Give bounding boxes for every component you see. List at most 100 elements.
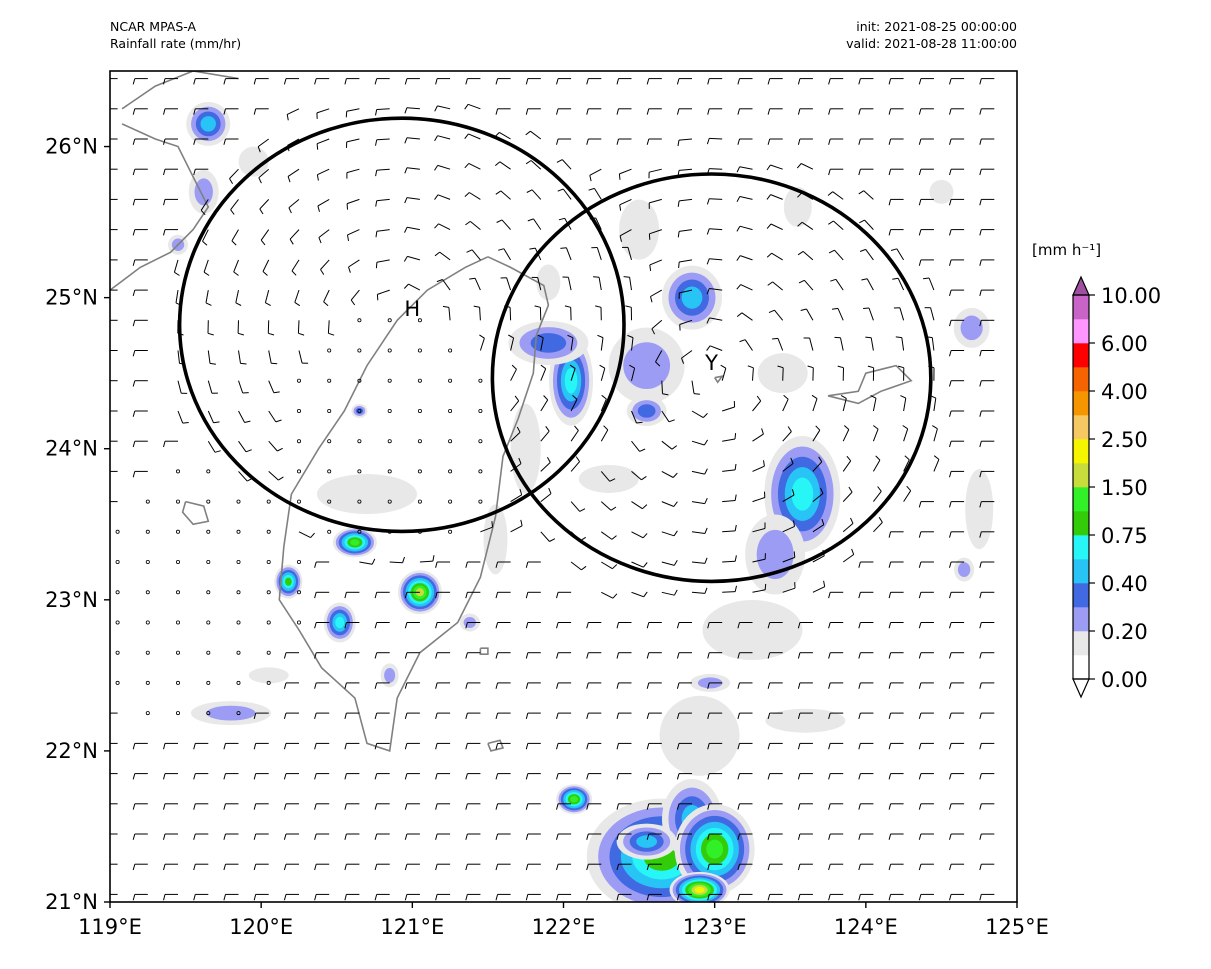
rain-contour	[706, 839, 724, 859]
wind-barb-flag	[556, 78, 559, 85]
wind-barb-flag	[253, 894, 257, 901]
wind-barb-flag	[888, 622, 892, 629]
wind-barb	[408, 283, 421, 291]
wind-barb-flag	[797, 192, 802, 198]
wind-barb-flag	[902, 425, 908, 430]
wind-barb-flag	[756, 395, 762, 402]
wind-barb-flag	[371, 558, 376, 565]
wind-barb-flag	[736, 166, 741, 173]
wind-barb	[437, 194, 451, 200]
colorbar: [mm h⁻¹] 0.00 0.20 0.40 0.75 1.50 2.50 4.00 6.0…	[1032, 241, 1161, 699]
calm-marker	[327, 378, 332, 383]
calm-marker	[236, 680, 241, 685]
colorbar-swatch	[1073, 463, 1089, 488]
wind-barb-flag	[286, 114, 289, 121]
wind-barb-flag	[890, 248, 897, 251]
wind-barb-flag	[525, 864, 529, 871]
calm-marker	[417, 348, 422, 353]
wind-barb-flag	[673, 589, 678, 596]
wind-barb-flag	[737, 138, 740, 145]
wind-barb-flag	[706, 345, 711, 351]
wind-barb-flag	[314, 773, 317, 780]
wind-barb-flag	[888, 833, 892, 840]
calm-marker	[296, 439, 301, 444]
wind-barb-flag	[586, 743, 589, 750]
wind-barb-flag	[949, 501, 952, 508]
wind-barb	[238, 440, 247, 453]
wind-barb-flag	[612, 593, 618, 599]
wind-barb-flag	[435, 78, 438, 85]
wind-barb	[359, 561, 373, 565]
wind-barb-flag	[737, 773, 740, 780]
wind-barb	[739, 166, 753, 170]
wind-barb	[346, 108, 360, 112]
wind-barb	[562, 188, 572, 200]
wind-barb-flag	[556, 894, 559, 901]
wind-barb	[570, 430, 579, 442]
calm-marker	[478, 469, 483, 474]
wind-barb-flag	[603, 425, 609, 431]
wind-barb	[377, 289, 390, 295]
calm-marker	[448, 378, 453, 383]
wind-barb-flag	[858, 622, 861, 629]
wind-barb-flag	[904, 455, 910, 461]
wind-barb-flag	[828, 652, 831, 659]
wind-barb-flag	[737, 864, 740, 871]
wind-barb	[649, 229, 662, 235]
wind-barb-flag	[918, 561, 922, 568]
colorbar-label: 6.00	[1101, 332, 1148, 356]
wind-barb	[598, 277, 602, 291]
wind-barb-flag	[193, 894, 196, 901]
wind-barb-flag	[828, 78, 831, 85]
plot-frame	[109, 70, 1018, 903]
wind-barb-flag	[465, 220, 471, 226]
wind-barb-flag	[495, 773, 499, 780]
calm-marker	[175, 469, 180, 474]
wind-barb-flag	[466, 249, 473, 253]
wind-barb-flag	[807, 365, 814, 369]
calm-marker	[448, 408, 453, 413]
wind-barb	[540, 430, 550, 442]
wind-barb	[681, 350, 693, 359]
wind-barb	[691, 561, 705, 564]
wind-barb-flag	[828, 803, 831, 810]
wind-barb-flag	[103, 381, 105, 387]
wind-barb	[258, 168, 270, 179]
wind-barb-flag	[546, 456, 551, 463]
wind-barb-flag	[537, 334, 544, 339]
wind-barb-flag	[435, 652, 438, 659]
wind-barb-flag	[344, 592, 347, 599]
wind-barb-flag	[223, 108, 226, 115]
calm-marker	[175, 499, 180, 504]
wind-barb-flag	[314, 78, 317, 85]
wind-barb-flag	[646, 803, 650, 810]
rain-contour	[564, 367, 578, 394]
wind-barb-flag	[767, 682, 771, 689]
wind-barbs	[103, 78, 995, 901]
wind-barb-flag	[556, 712, 559, 720]
wind-barb-flag	[404, 78, 408, 85]
wind-barb	[931, 337, 935, 351]
calm-marker	[357, 469, 362, 474]
wind-barb-flag	[586, 894, 589, 901]
wind-barb-flag	[861, 278, 868, 281]
colorbar-label: 0.40	[1101, 572, 1148, 596]
wind-barb	[596, 247, 602, 261]
wind-barb-flag	[103, 713, 105, 719]
wind-barb-flag	[767, 864, 771, 871]
y-tick-label: 25°N	[45, 286, 98, 310]
wind-barb-flag	[676, 803, 680, 810]
wind-barb-flag	[949, 894, 952, 901]
wind-barb-flag	[549, 538, 556, 542]
wind-barb-flag	[229, 178, 234, 184]
wind-barb-flag	[344, 833, 347, 840]
wind-barb	[567, 277, 572, 291]
wind-barb	[771, 252, 783, 261]
wind-barb	[933, 428, 938, 442]
wind-barb-flag	[949, 592, 952, 599]
calm-marker	[296, 378, 301, 383]
wind-barb-flag	[314, 894, 317, 901]
wind-barb-flag	[525, 160, 532, 165]
wind-barb-flag	[525, 78, 529, 85]
wind-barb-flag	[314, 652, 317, 659]
